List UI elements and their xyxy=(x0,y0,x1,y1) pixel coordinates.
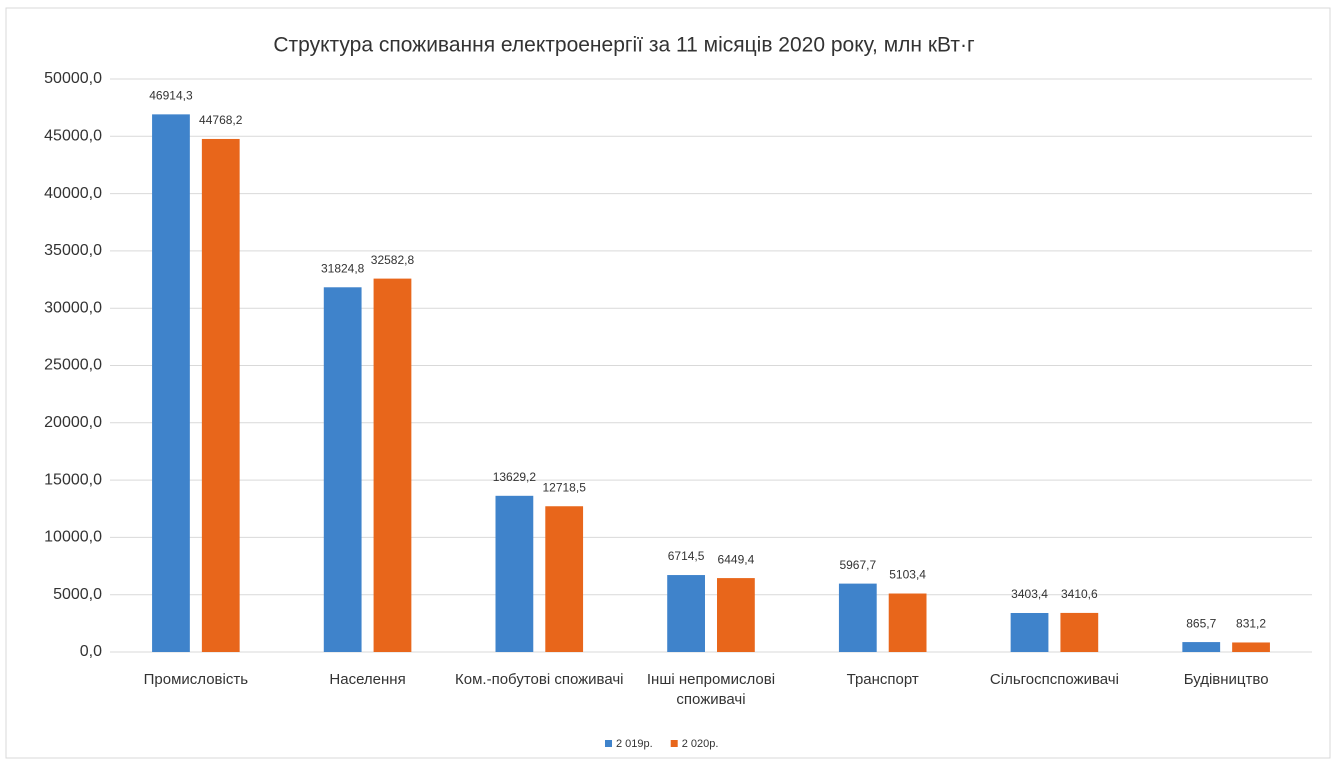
y-tick-label: 20000,0 xyxy=(44,414,102,431)
bar xyxy=(545,506,584,652)
x-tick-label: Будівництво xyxy=(1183,671,1269,688)
y-tick-label: 50000,0 xyxy=(44,70,102,87)
bar xyxy=(1182,642,1221,652)
x-tick-label: Промисловість xyxy=(143,671,249,688)
y-tick-label: 40000,0 xyxy=(44,185,102,202)
bar xyxy=(323,287,362,652)
data-label: 3410,6 xyxy=(1061,587,1098,601)
x-tick-label: Сільгоспспоживачі xyxy=(989,671,1119,688)
bar xyxy=(717,578,755,652)
legend-swatch xyxy=(605,740,612,747)
data-label: 6714,5 xyxy=(668,549,705,563)
bar xyxy=(152,114,190,652)
data-label: 5103,4 xyxy=(889,568,926,582)
y-tick-label: 10000,0 xyxy=(44,529,102,546)
data-label: 13629,2 xyxy=(493,470,537,484)
bar xyxy=(495,495,534,652)
chart-title: Структура споживання електроенергії за 1… xyxy=(273,34,975,57)
bar xyxy=(373,278,412,652)
chart-frame xyxy=(5,7,1331,759)
x-tick-label: Ком.-побутові споживачі xyxy=(455,671,624,688)
bar xyxy=(201,138,240,652)
data-label: 831,2 xyxy=(1236,617,1266,631)
data-label: 31824,8 xyxy=(321,261,365,275)
bar xyxy=(1010,612,1049,652)
data-label: 6449,4 xyxy=(718,552,755,566)
bar xyxy=(1060,612,1099,652)
y-tick-label: 30000,0 xyxy=(44,299,102,316)
data-label: 46914,3 xyxy=(149,89,193,103)
legend-label: 2 019р. xyxy=(616,738,653,750)
data-label: 44768,2 xyxy=(199,113,243,127)
data-label: 3403,4 xyxy=(1011,587,1048,601)
y-tick-label: 15000,0 xyxy=(44,471,102,488)
x-tick-label: Транспорт xyxy=(846,671,919,688)
data-label: 12718,5 xyxy=(542,480,586,494)
y-tick-label: 0,0 xyxy=(80,643,102,660)
bar xyxy=(1232,642,1270,652)
y-tick-label: 5000,0 xyxy=(53,586,102,603)
bar xyxy=(838,583,877,652)
bar xyxy=(888,593,927,652)
bar xyxy=(667,575,705,652)
y-tick-label: 45000,0 xyxy=(44,128,102,145)
data-label: 32582,8 xyxy=(371,253,415,267)
legend-swatch xyxy=(670,740,678,747)
y-tick-label: 25000,0 xyxy=(44,357,102,374)
x-tick-label: Населення xyxy=(329,671,406,688)
y-tick-label: 35000,0 xyxy=(44,242,102,259)
x-tick-label: Інші непромислові споживачі xyxy=(646,671,776,708)
data-label: 865,7 xyxy=(1186,616,1216,630)
data-label: 5967,7 xyxy=(839,558,876,572)
legend-label: 2 020р. xyxy=(682,738,719,750)
